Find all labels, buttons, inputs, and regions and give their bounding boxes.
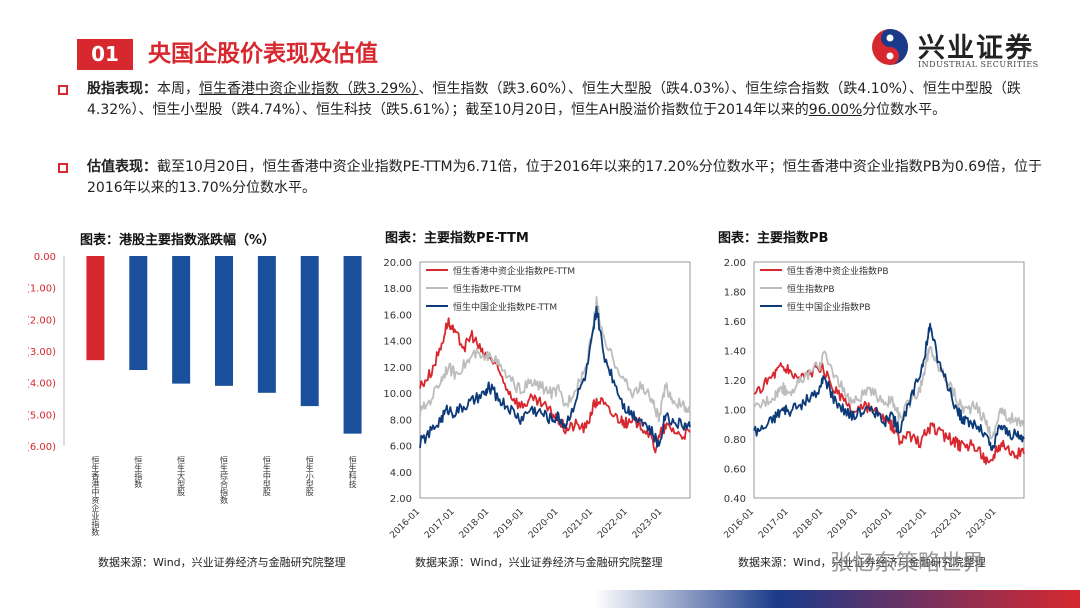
x-tick-label: 2023-01 [965, 507, 999, 541]
y-tick-label: 0.80 [724, 435, 746, 446]
bar-6 [300, 256, 319, 407]
y-tick-label: 1.40 [724, 347, 746, 358]
y-tick-label: 20.00 [383, 258, 412, 269]
legend-label-3: 恒生中国企业指数PB [787, 301, 871, 313]
x-tick-label: 2018-01 [792, 507, 826, 541]
series-line-3 [419, 305, 691, 449]
series-line-3 [753, 322, 1025, 452]
watermark-text: 张忆东策略世界 [830, 551, 985, 576]
bar-chart: 0.00 (1.00) (2.00) (3.00) (4.00) (5.00) (6.00)… [28, 252, 362, 537]
logo-icon [872, 29, 908, 65]
x-tick-label: 2016-01 [722, 507, 756, 541]
series-line-2 [419, 296, 691, 423]
bar-y-tick-label: (5.00) [28, 410, 56, 421]
bar-category-label: 恒生综合指数 [220, 455, 229, 505]
x-tick-label: 2021-01 [896, 507, 930, 541]
y-tick-label: 18.00 [383, 284, 412, 295]
y-tick-label: 16.00 [383, 310, 412, 321]
pe-chart-source: 数据来源：Wind，兴业证券经济与金融研究院整理 [415, 556, 663, 569]
x-tick-label: 2021-01 [562, 507, 596, 541]
pe-line-chart: 2.00 4.00 6.00 8.00 10.00 12.00 14.00 16.00 18.0… [383, 258, 691, 541]
bullet-text-segment: 分位数水平。 [862, 102, 947, 118]
y-tick-label: 1.00 [724, 406, 746, 417]
logo-subtext: INDUSTRIAL SECURITIES [918, 60, 1039, 69]
bar-category-label: 恒生科技 [348, 455, 357, 489]
bullet-text-segment: 恒生香港中资企业指数（跌3.29%） [199, 81, 419, 97]
plot-frame [753, 261, 1025, 499]
series-line-1 [754, 362, 1025, 465]
y-tick-label: 1.80 [724, 288, 746, 299]
x-tick-label: 2017-01 [423, 507, 457, 541]
x-tick-label: 2019-01 [492, 507, 526, 541]
pb-chart-source: 数据来源：Wind，兴业证券经济与金融研究院整理 [738, 556, 986, 569]
x-tick-label: 2017-01 [757, 507, 791, 541]
pb-line-chart: 0.40 0.60 0.80 1.00 1.20 1.40 1.60 1.80 2.00 2016… [722, 258, 1025, 541]
plot-frame [419, 261, 691, 499]
x-tick-label: 2022-01 [596, 507, 630, 541]
page-title: 央国企股价表现及估值 [148, 41, 378, 67]
y-tick-label: 14.00 [383, 337, 412, 348]
legend-label-2: 恒生指数PB [787, 283, 835, 295]
footer-bar [0, 590, 1080, 608]
x-tick-label: 2022-01 [930, 507, 964, 541]
bar-y-tick-label: (2.00) [28, 315, 56, 326]
y-tick-label: 1.20 [724, 376, 746, 387]
x-tick-label: 2019-01 [826, 507, 860, 541]
bullet-label: 估值表现： [87, 159, 157, 175]
x-tick-label: 2023-01 [631, 507, 665, 541]
bar-y-tick-label: (1.00) [28, 284, 56, 295]
logo-text: 兴业证券 [918, 33, 1034, 64]
y-tick-label: 2.00 [724, 258, 746, 269]
bullet-paragraph-stock-performance: 股指表现：本周，恒生香港中资企业指数（跌3.29%）、恒生指数（跌3.60%）、… [87, 79, 1047, 121]
bar-category-label: 恒生中型股 [262, 455, 271, 497]
y-tick-label: 0.60 [724, 465, 746, 476]
bar-y-tick-label: (3.00) [28, 347, 56, 358]
series-line-1 [419, 317, 691, 454]
bullet-paragraph-valuation: 估值表现：截至10月20日，恒生香港中资企业指数PE-TTM为6.71倍，位于2… [87, 157, 1047, 199]
bullet-icon [58, 163, 68, 173]
bar-category-label: 恒生指数 [134, 455, 143, 489]
legend-label-1: 恒生香港中资企业指数PB [787, 265, 889, 277]
y-tick-label: 12.00 [383, 363, 412, 374]
y-tick-label: 4.00 [390, 468, 412, 479]
bullet-icon [58, 85, 68, 95]
y-tick-label: 2.00 [390, 494, 412, 505]
bar-4 [215, 256, 233, 386]
bar-chart-source: 数据来源：Wind，兴业证券经济与金融研究院整理 [98, 556, 346, 569]
bullet-text-segment: 截至10月20日，恒生香港中资企业指数PE-TTM为6.71倍，位于2016年以… [87, 159, 1043, 196]
x-tick-label: 2016-01 [388, 507, 422, 541]
y-tick-label: 1.60 [724, 317, 746, 328]
series-line-2 [753, 346, 1025, 440]
pb-chart-title: 图表：主要指数PB [718, 231, 829, 246]
bar-category-label: 恒生大型股 [177, 455, 186, 497]
bar-5 [257, 256, 276, 393]
bar-y-tick-label: (4.00) [28, 379, 56, 390]
x-tick-label: 2018-01 [458, 507, 492, 541]
bar-y-tick-label: (6.00) [28, 442, 56, 453]
legend-label-3: 恒生中国企业指数PE-TTM [453, 301, 557, 313]
bullet-text-segment: 本周， [157, 81, 199, 97]
y-tick-label: 8.00 [390, 415, 412, 426]
legend-label-2: 恒生指数PE-TTM [453, 283, 521, 295]
bar-3 [172, 256, 191, 384]
y-tick-label: 0.40 [724, 494, 746, 505]
x-tick-label: 2020-01 [861, 507, 895, 541]
pe-chart-title: 图表：主要指数PE-TTM [385, 231, 529, 246]
bar-y-tick-label: 0.00 [34, 252, 56, 263]
bar-7 [343, 256, 362, 434]
bar-chart-title: 图表：港股主要指数涨跌幅（%） [80, 233, 276, 248]
bar-category-label: 恒生小型股 [305, 455, 314, 497]
bar-category-label: 恒生香港中资企业指数 [91, 455, 100, 537]
bullet-text-segment: 、恒生指数（跌3.60%）、恒生大型股（跌4.03%）、恒生综合指数（跌4.10… [87, 81, 1021, 118]
y-tick-label: 10.00 [383, 389, 412, 400]
y-tick-label: 6.00 [390, 442, 412, 453]
x-tick-label: 2020-01 [527, 507, 561, 541]
legend-label-1: 恒生香港中资企业指数PE-TTM [453, 265, 575, 277]
bar-1 [86, 256, 105, 361]
bullet-label: 股指表现： [87, 81, 157, 97]
bar-2 [129, 256, 148, 370]
section-number-badge: 01 [77, 39, 133, 70]
bullet-text-segment: 96.00% [808, 102, 863, 118]
